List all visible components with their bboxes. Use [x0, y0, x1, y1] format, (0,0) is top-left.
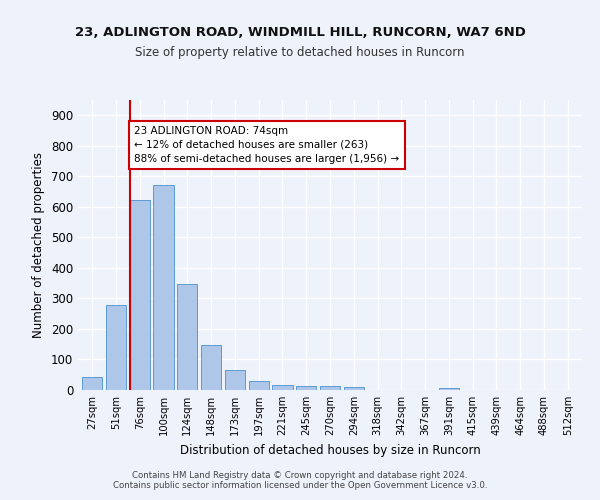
- X-axis label: Distribution of detached houses by size in Runcorn: Distribution of detached houses by size …: [179, 444, 481, 456]
- Bar: [201, 345, 221, 390]
- Bar: [225, 370, 245, 390]
- Text: 23, ADLINGTON ROAD, WINDMILL HILL, RUNCORN, WA7 6ND: 23, ADLINGTON ROAD, WINDMILL HILL, RUNCO…: [74, 26, 526, 39]
- Bar: [248, 381, 269, 390]
- Bar: [320, 386, 340, 390]
- Bar: [177, 284, 197, 390]
- Bar: [130, 200, 150, 390]
- Bar: [272, 385, 293, 390]
- Bar: [439, 388, 459, 390]
- Y-axis label: Number of detached properties: Number of detached properties: [32, 152, 46, 338]
- Text: Size of property relative to detached houses in Runcorn: Size of property relative to detached ho…: [135, 46, 465, 59]
- Text: 23 ADLINGTON ROAD: 74sqm
← 12% of detached houses are smaller (263)
88% of semi-: 23 ADLINGTON ROAD: 74sqm ← 12% of detach…: [134, 126, 400, 164]
- Bar: [106, 304, 126, 390]
- Text: Contains HM Land Registry data © Crown copyright and database right 2024.
Contai: Contains HM Land Registry data © Crown c…: [113, 470, 487, 490]
- Bar: [154, 186, 173, 390]
- Bar: [82, 377, 103, 390]
- Bar: [344, 387, 364, 390]
- Bar: [296, 386, 316, 390]
